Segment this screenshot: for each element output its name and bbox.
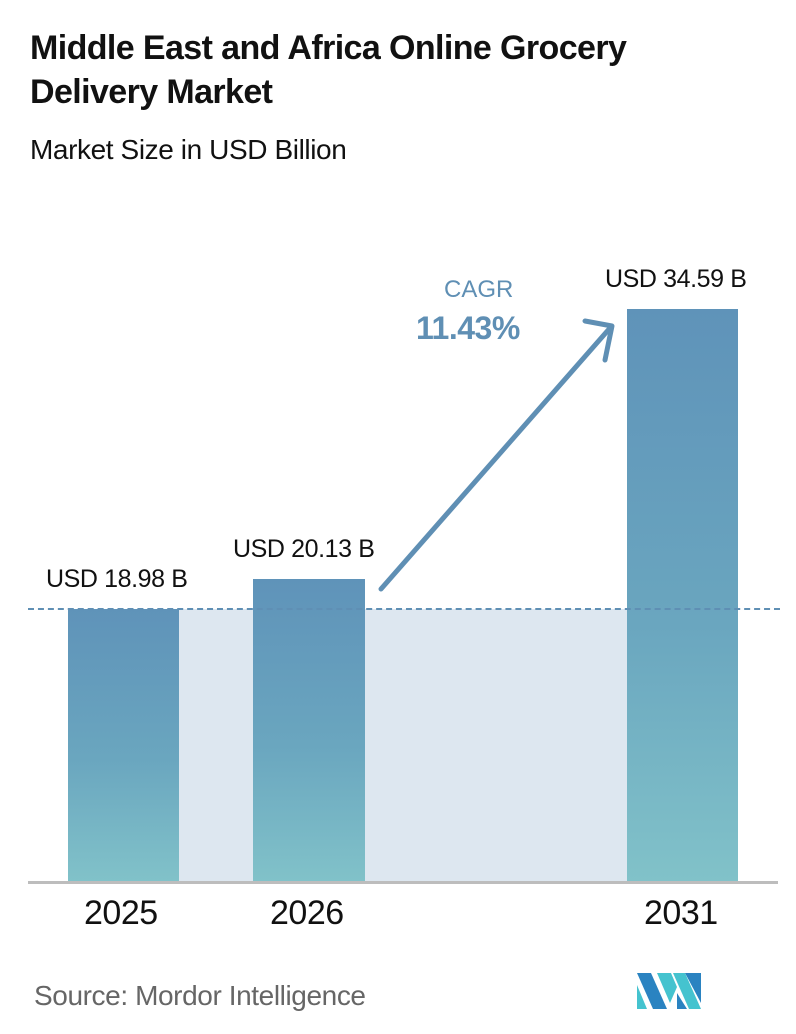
cagr-label: CAGR (444, 276, 514, 303)
x-label-2031: 2031 (644, 894, 718, 932)
baseline-band (179, 609, 627, 882)
value-label-2025: USD 18.98 B (46, 565, 188, 593)
bar-2026 (253, 579, 365, 882)
x-label-2026: 2026 (270, 894, 344, 932)
bar-2031 (627, 309, 738, 882)
value-label-2031: USD 34.59 B (605, 265, 747, 293)
chart-title: Middle East and Africa Online Grocery De… (30, 29, 627, 111)
x-label-2025: 2025 (84, 894, 158, 932)
x-axis-line (28, 881, 778, 884)
value-label-2026: USD 20.13 B (233, 535, 375, 563)
mordor-logo-icon (637, 973, 701, 1009)
chart-subtitle: Market Size in USD Billion (30, 134, 347, 165)
cagr-value: 11.43% (416, 310, 520, 346)
source-text: Source: Mordor Intelligence (34, 980, 366, 1011)
bar-2025 (68, 609, 179, 882)
reference-dashed-line (28, 608, 780, 610)
